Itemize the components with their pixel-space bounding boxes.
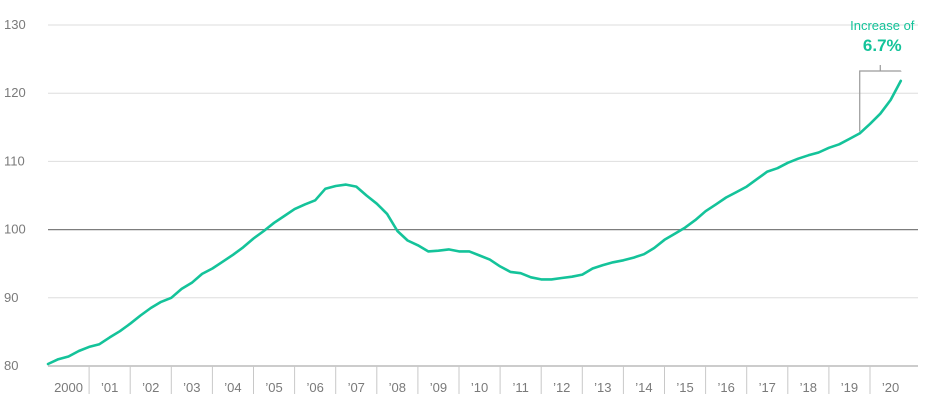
x-tick-label: ’05 (265, 380, 282, 395)
x-tick-label: ’09 (430, 380, 447, 395)
x-tick-label: ’01 (101, 380, 118, 395)
x-tick-label: ’14 (635, 380, 652, 395)
x-tick-label: ’20 (882, 380, 899, 395)
increase-annotation: Increase of 6.7% (850, 18, 915, 132)
x-tick-label: ’13 (594, 380, 611, 395)
x-tick-label: ’11 (512, 380, 528, 395)
x-tick-label: ’12 (553, 380, 570, 395)
x-axis: 2000 ’01 ’02 ’03 ’04 ’05 ’06 ’07 ’08 ’09 ’10 ’11 ’12… (48, 365, 918, 395)
x-tick-label: ’10 (471, 380, 488, 395)
y-axis: 80 90 100 110 120 130 (4, 17, 26, 373)
y-tick-label: 110 (4, 153, 25, 168)
series-layer (46, 79, 903, 366)
annotation-bracket (859, 65, 902, 132)
x-tick-label: ’19 (841, 380, 858, 395)
y-tick-label: 120 (4, 85, 26, 100)
annotation-value: 6.7% (863, 36, 902, 55)
x-tick-label: ’02 (142, 380, 159, 395)
y-tick-label: 90 (4, 290, 18, 305)
x-tick-label: ’08 (389, 380, 406, 395)
x-tick-label: ’06 (306, 380, 323, 395)
x-tick-label: ’04 (224, 380, 241, 395)
series-line (46, 79, 903, 366)
x-tick-label: 2000 (54, 380, 83, 395)
gridlines (48, 24, 918, 299)
y-tick-label: 130 (4, 17, 26, 32)
x-tick-label: ’18 (800, 380, 817, 395)
x-tick-label: ’16 (717, 380, 734, 395)
y-tick-label: 100 (4, 222, 26, 237)
x-tick-label: ’17 (759, 380, 776, 395)
annotation-label: Increase of (850, 18, 915, 33)
x-tick-label: ’03 (183, 380, 200, 395)
x-tick-label: ’15 (676, 380, 693, 395)
y-tick-label: 80 (4, 358, 18, 373)
x-tick-label: ’07 (348, 380, 365, 395)
